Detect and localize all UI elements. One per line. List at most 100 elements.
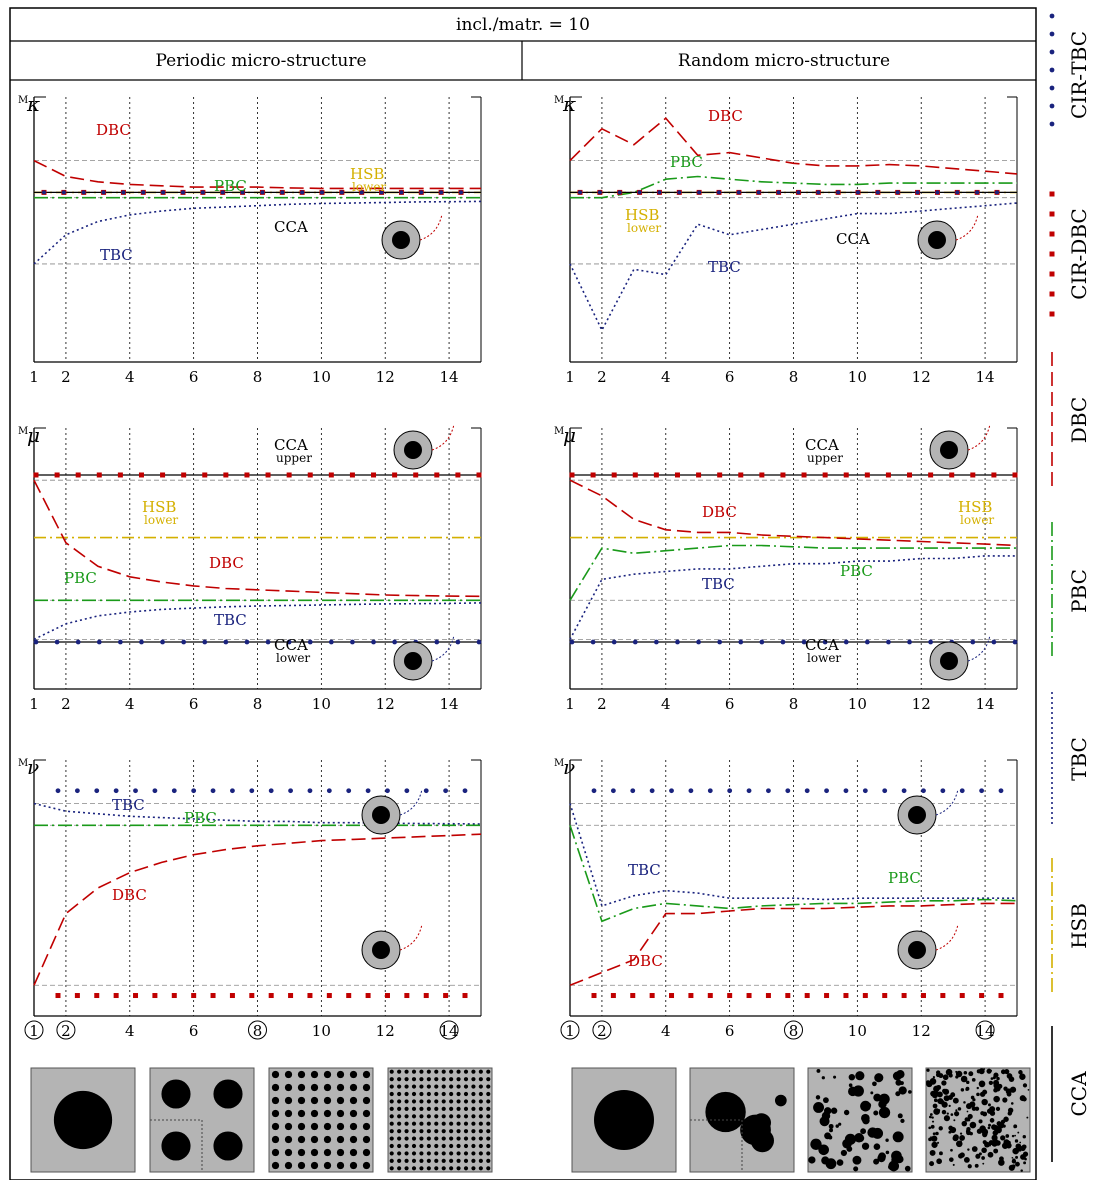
cir-tbc-marker <box>736 190 741 195</box>
inclusion-dot <box>441 1077 446 1082</box>
inclusion-icon-lower-core <box>372 941 390 959</box>
inclusion-dot <box>419 1158 424 1163</box>
inclusion-dot <box>1017 1131 1020 1134</box>
legend-item-cca: CCA <box>1051 1026 1091 1162</box>
inclusion-dot <box>441 1166 446 1171</box>
inclusion-dot <box>463 1143 469 1149</box>
annotation-hsb: HSB <box>350 165 384 183</box>
inclusion-dot <box>486 1143 491 1149</box>
inclusion-dot <box>297 1096 306 1105</box>
inclusion-dot <box>426 1121 431 1126</box>
y-axis-symbol: κ <box>26 92 40 116</box>
inclusion-dot <box>441 1114 446 1119</box>
inclusion-dot <box>982 1162 985 1165</box>
inclusion-dot <box>960 1088 965 1092</box>
inclusion-dot <box>478 1158 483 1163</box>
inclusion-dot <box>861 1142 870 1150</box>
inclusion-dot <box>950 1092 956 1098</box>
inclusion-dot <box>411 1121 417 1126</box>
cir-tbc-marker <box>455 639 461 645</box>
inclusion-dot <box>426 1143 431 1149</box>
inclusion-dot <box>336 1070 345 1079</box>
inclusion-dot <box>471 1077 476 1082</box>
inclusion-dot <box>411 1136 417 1141</box>
cir-dbc-marker <box>970 472 976 478</box>
inclusion-dot <box>963 1156 970 1163</box>
inclusion-dot <box>926 1068 930 1072</box>
inclusion-dot <box>478 1091 483 1097</box>
inclusion-dot <box>976 1092 980 1097</box>
inclusion-dot <box>463 1166 469 1171</box>
cir-tbc-marker <box>230 788 235 794</box>
inclusion-dot <box>397 1069 402 1074</box>
inclusion-dot <box>897 1113 903 1119</box>
legend-item-tbc: TBC <box>1051 692 1091 826</box>
cir-tbc-marker <box>836 190 841 195</box>
cir-dbc-marker <box>843 472 849 478</box>
inclusion-dot <box>426 1136 431 1141</box>
cir-tbc-marker <box>816 190 821 195</box>
inclusion-dot <box>336 1122 345 1131</box>
inclusion-dot <box>993 1082 1000 1089</box>
inclusion-dot <box>830 1107 838 1114</box>
inclusion-dot <box>900 1118 905 1124</box>
inclusion-dot <box>419 1091 424 1097</box>
inclusion-dot <box>885 1150 890 1155</box>
cir-tbc-marker <box>42 190 46 195</box>
inclusion-dot <box>938 1126 943 1131</box>
cir-tbc-marker <box>359 190 364 195</box>
x-tick-label: 12 <box>376 368 395 386</box>
legend-label: CIR-DBC <box>1067 208 1091 299</box>
inclusion-dot <box>397 1121 402 1126</box>
inclusion-dot <box>389 1069 394 1074</box>
cir-dbc-marker <box>940 993 946 999</box>
inclusion-dot <box>471 1084 476 1089</box>
legend-swatch-dot <box>1049 67 1055 73</box>
inclusion-dot <box>898 1086 907 1095</box>
inclusion-dot <box>441 1099 446 1104</box>
y-axis-label: M <box>18 426 28 437</box>
inclusion-dot <box>986 1108 992 1114</box>
inclusion-dot <box>456 1091 461 1097</box>
inclusion-dot <box>987 1103 991 1107</box>
cir-tbc-marker <box>935 190 940 195</box>
x-tick-label: 6 <box>189 695 199 713</box>
inclusion-dot <box>988 1144 992 1147</box>
legend-swatch-dot <box>1049 31 1055 37</box>
inclusion-dot <box>404 1158 409 1163</box>
cir-dbc-marker <box>822 472 828 478</box>
annotation-dbc: DBC <box>112 886 147 904</box>
inclusion-dot <box>419 1166 424 1171</box>
x-tick-label: 6 <box>189 1022 199 1040</box>
inclusion-dot <box>349 1122 358 1131</box>
inclusion-dot <box>426 1129 431 1134</box>
cir-tbc-marker <box>649 788 655 794</box>
cir-tbc-marker <box>901 788 907 794</box>
inclusion-dot <box>362 1083 371 1092</box>
x-tick-label: 6 <box>725 695 735 713</box>
cir-dbc-marker <box>307 993 313 999</box>
cir-tbc-marker <box>260 190 265 195</box>
inclusion-dot <box>949 1126 957 1134</box>
x-tick-label: 4 <box>125 1022 135 1040</box>
cir-dbc-marker <box>907 472 913 478</box>
panel-mu-periodic: Mμ1 2 4 6 8 10 12 14DBCPBCTBCHSBlowerCCAupperCC… <box>18 423 482 713</box>
y-axis-label: M <box>554 95 564 106</box>
inclusion-dot <box>1005 1134 1010 1138</box>
inclusion-dot <box>932 1103 938 1109</box>
inclusion-dot <box>478 1136 483 1141</box>
cir-dbc-marker <box>610 993 616 999</box>
cir-tbc-marker <box>630 788 636 794</box>
cir-tbc-marker <box>181 190 185 195</box>
inclusion-dot <box>945 1068 953 1076</box>
inclusion-dot <box>426 1084 431 1089</box>
cir-tbc-marker <box>202 639 208 645</box>
cir-tbc-marker <box>300 190 305 195</box>
inclusion-dot <box>993 1087 998 1093</box>
inclusion-icon-upper-core <box>908 806 926 824</box>
inclusion-dot <box>943 1095 950 1102</box>
x-tick-label: 8 <box>789 695 799 713</box>
inclusion-dot <box>323 1161 332 1170</box>
